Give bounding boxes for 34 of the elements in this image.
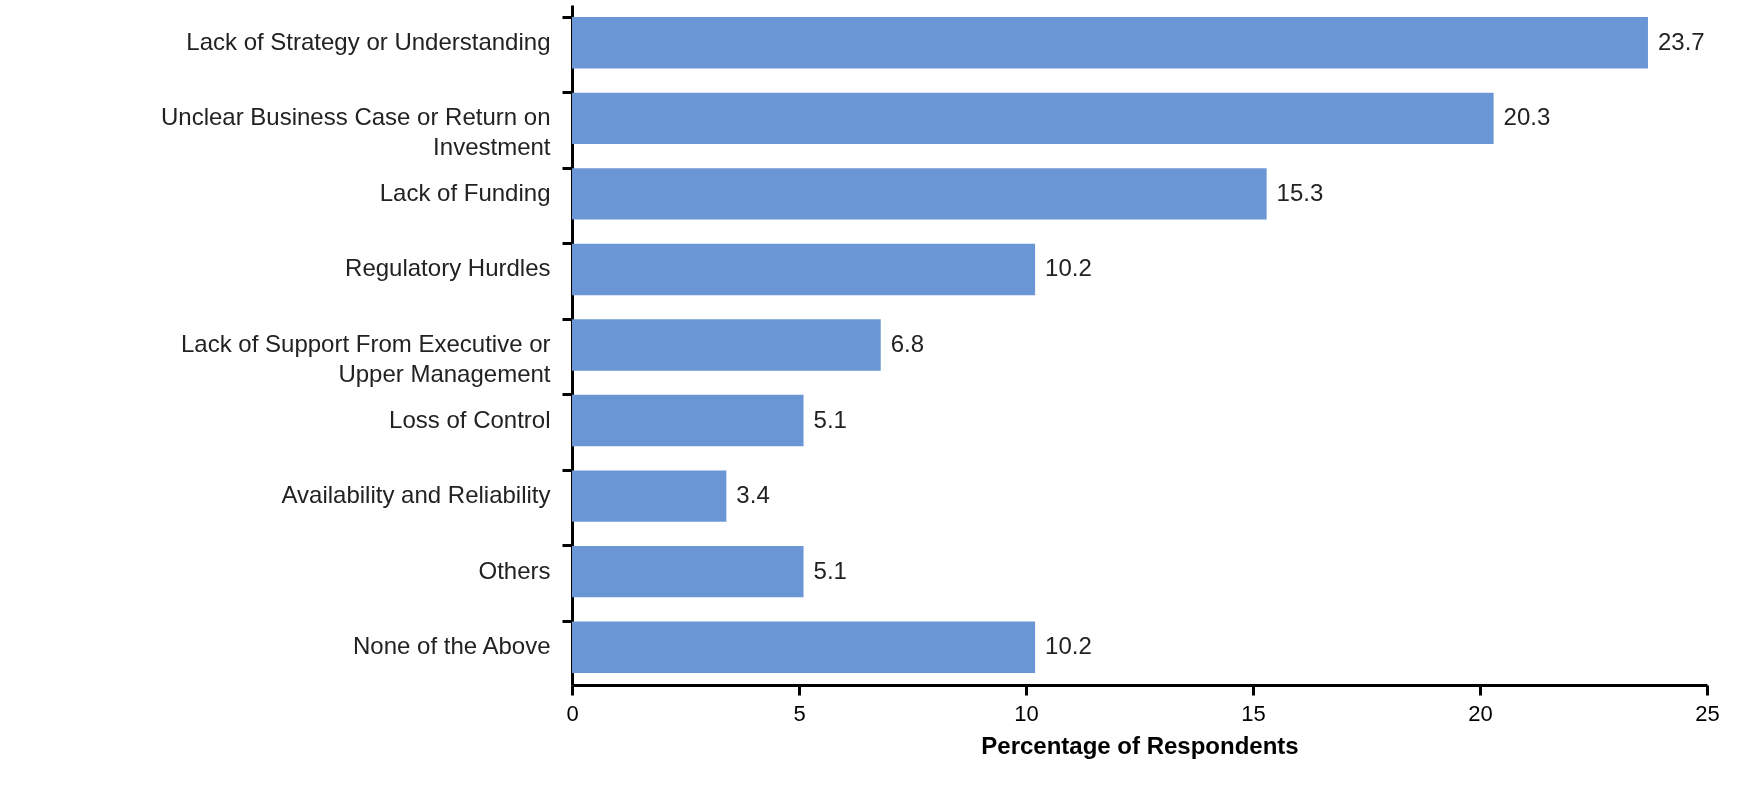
bar <box>572 243 1036 296</box>
data-label: 5.1 <box>813 556 847 584</box>
bar <box>572 394 804 447</box>
x-tick-label: 10 <box>1014 700 1039 726</box>
data-label: 23.7 <box>1657 27 1705 55</box>
bar <box>572 168 1267 220</box>
bar <box>572 545 804 598</box>
data-label: 10.2 <box>1045 254 1092 282</box>
bar <box>572 470 727 522</box>
x-tick-label: 20 <box>1468 700 1493 726</box>
y-tick-label: Regulatory Hurdles <box>345 254 551 282</box>
y-tick-label: Others <box>478 556 551 584</box>
x-tick-label: 25 <box>1695 700 1720 726</box>
y-tick-label: Unclear Business Case or Return on Investment <box>160 103 551 161</box>
x-axis-title: Percentage of Respondents <box>981 731 1299 759</box>
data-label: 6.8 <box>890 330 925 357</box>
bar <box>572 621 1036 673</box>
data-label: 20.3 <box>1503 103 1551 131</box>
x-tick-label: 0 <box>566 700 579 726</box>
data-label: 5.1 <box>813 405 847 433</box>
x-tick-label: 5 <box>793 700 806 726</box>
y-tick-label: Lack of Strategy or Understanding <box>186 27 551 55</box>
bar <box>572 92 1494 145</box>
y-tick-label: Lack of Support From Executive or Upper Management <box>181 330 551 387</box>
y-tick-label: Lack of Funding <box>379 178 551 206</box>
data-label: 3.4 <box>736 481 770 509</box>
bar <box>572 319 881 371</box>
data-label: 10.2 <box>1045 632 1092 660</box>
data-label: 15.3 <box>1276 178 1324 206</box>
x-tick-label: 15 <box>1241 700 1266 726</box>
y-tick-label: None of the Above <box>353 632 551 660</box>
y-tick-label: Loss of Control <box>389 405 551 433</box>
y-tick-label: Availability and Reliability <box>281 481 551 509</box>
bar <box>572 17 1648 69</box>
